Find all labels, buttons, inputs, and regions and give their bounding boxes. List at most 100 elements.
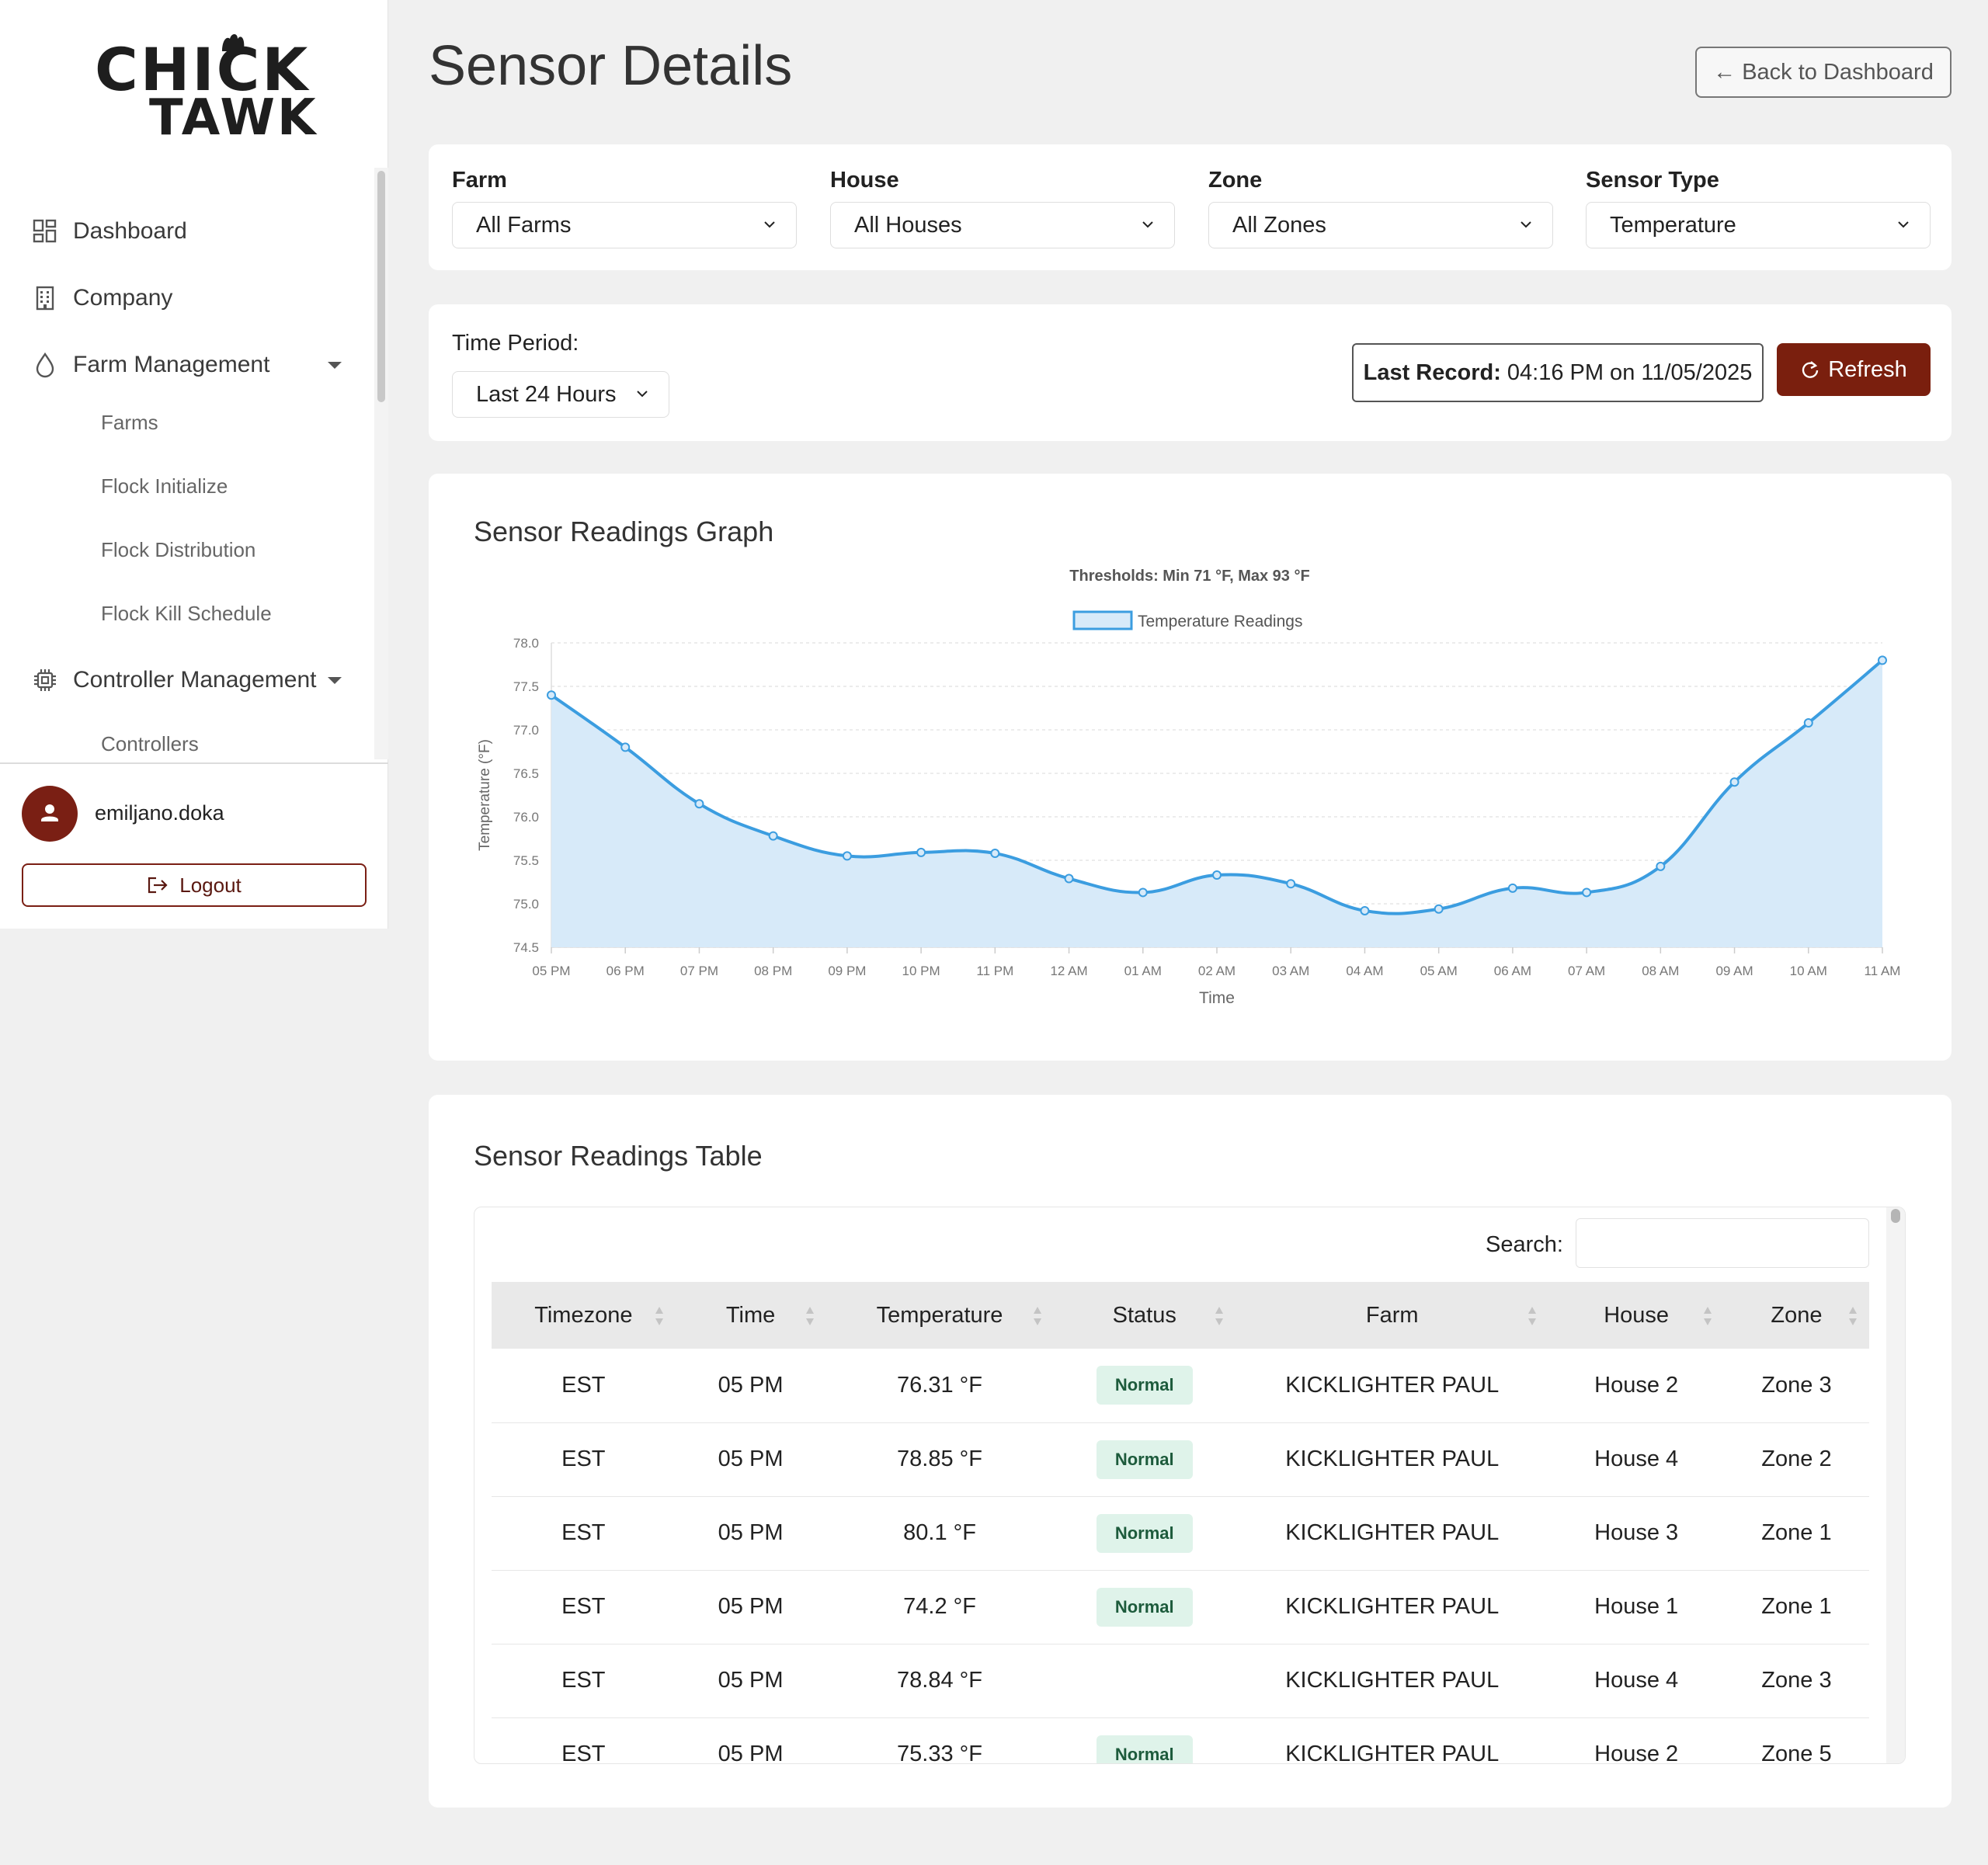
sensor-type-select[interactable]: Temperature <box>1586 202 1931 248</box>
search-label: Search: <box>1486 1232 1563 1257</box>
series-area-fill <box>551 660 1882 947</box>
column-header[interactable]: Farm <box>1236 1282 1548 1349</box>
last-record-label: Last Record: <box>1363 359 1501 385</box>
zone-select[interactable]: All Zones <box>1208 202 1553 248</box>
table-cell: House 4 <box>1594 1447 1679 1471</box>
table-cell: 75.33 °F <box>897 1742 982 1764</box>
table-cell: Normal <box>1054 1717 1236 1763</box>
farm-select-value: All Farms <box>476 212 572 238</box>
data-point <box>1803 718 1813 728</box>
x-tick-label: 03 AM <box>1272 964 1309 978</box>
sort-icon <box>805 1307 814 1325</box>
table-row[interactable]: EST 05 PM 75.33 °F Normal KICKLIGHTER PAUL Ho… <box>492 1717 1869 1764</box>
column-header[interactable]: House <box>1548 1282 1723 1349</box>
chevron-down-icon <box>1142 221 1153 228</box>
sensor-readings-chart[interactable]: Thresholds: Min 71 °F, Max 93 °F Temperat… <box>429 474 1952 1061</box>
table-row[interactable]: EST 05 PM 78.85 °F Normal KICKLIGHTER PAUL Ho… <box>492 1422 1869 1496</box>
table-cell: Zone 1 <box>1761 1520 1832 1545</box>
sidebar-item-label: Farm Management <box>73 352 270 377</box>
x-tick-label: 09 PM <box>828 964 866 978</box>
table-cell: 05 PM <box>718 1447 784 1471</box>
sidebar-scrollbar[interactable] <box>377 171 385 402</box>
data-point <box>1286 879 1296 889</box>
table-cell: EST <box>561 1742 606 1764</box>
logout-icon <box>148 877 168 894</box>
table-cell: Normal <box>1054 1422 1236 1496</box>
sidebar-item-dashboard[interactable]: Dashboard <box>31 208 349 255</box>
sensor-type-select-value: Temperature <box>1610 212 1736 238</box>
sidebar-subitem-farms[interactable]: Farms <box>101 410 158 434</box>
column-header-label: Zone <box>1771 1302 1823 1328</box>
x-tick-label: 06 PM <box>606 964 645 978</box>
table-cell: 05 PM <box>718 1742 784 1764</box>
time-period-card: Time Period: Last 24 Hours Last Record: … <box>429 304 1952 441</box>
legend-label: Temperature Readings <box>1138 613 1302 630</box>
sidebar-item-farm-management[interactable]: Farm Management <box>31 342 349 388</box>
status-badge: Normal <box>1096 1587 1193 1627</box>
data-point <box>1729 777 1740 787</box>
column-header[interactable]: Status <box>1054 1282 1236 1349</box>
table-cell: 05 PM <box>718 1668 784 1693</box>
sidebar-item-controller-management[interactable]: Controller Management <box>31 657 349 703</box>
status-badge: Normal <box>1096 1440 1193 1479</box>
chicktawk-logo[interactable]: CHICK TAWK <box>93 31 316 143</box>
data-point <box>990 849 1000 859</box>
x-tick-label: 06 AM <box>1494 964 1531 978</box>
back-to-dashboard-button[interactable]: ← Back to Dashboard <box>1695 47 1952 98</box>
table-row[interactable]: EST 05 PM 78.84 °F KICKLIGHTER PAUL House 4 Z… <box>492 1644 1869 1717</box>
sidebar-nav: Dashboard Company Farm Management <box>0 194 373 761</box>
y-tick-label: 77.0 <box>513 723 539 738</box>
time-period-select[interactable]: Last 24 Hours <box>452 371 669 418</box>
column-header[interactable]: Temperature <box>826 1282 1054 1349</box>
logo-line-1: CHICK <box>95 35 311 104</box>
x-tick-label: 07 PM <box>680 964 718 978</box>
sidebar-subitem-flock-distribution[interactable]: Flock Distribution <box>101 537 256 561</box>
data-point <box>620 742 631 752</box>
sensor-type-filter: Sensor Type Temperature <box>1586 168 1931 248</box>
sidebar-subitem-flock-kill-schedule[interactable]: Flock Kill Schedule <box>101 601 272 625</box>
x-tick-label: 08 AM <box>1642 964 1679 978</box>
page-title: Sensor Details <box>429 35 793 97</box>
table-row[interactable]: EST 05 PM 76.31 °F Normal KICKLIGHTER PAUL Ho… <box>492 1349 1869 1422</box>
data-point <box>1064 873 1074 884</box>
sidebar: CHICK TAWK Dashboard <box>0 0 388 929</box>
zone-filter-label: Zone <box>1208 168 1263 193</box>
y-tick-label: 75.5 <box>513 853 539 868</box>
table-cell: House 2 <box>1594 1372 1679 1398</box>
table-row[interactable]: EST 05 PM 74.2 °F Normal KICKLIGHTER PAUL Hou… <box>492 1570 1869 1644</box>
table-row[interactable]: EST 05 PM 80.1 °F Normal KICKLIGHTER PAUL Hou… <box>492 1496 1869 1570</box>
sort-icon <box>1703 1307 1712 1325</box>
y-tick-label: 76.0 <box>513 810 539 825</box>
table-cell: House 3 <box>1594 1520 1679 1545</box>
farm-select[interactable]: All Farms <box>452 202 797 248</box>
x-tick-label: 07 AM <box>1568 964 1605 978</box>
refresh-button[interactable]: Refresh <box>1777 343 1931 396</box>
table-scrollbar[interactable] <box>1891 1209 1900 1223</box>
sidebar-item-label: Company <box>73 285 173 311</box>
search-input[interactable] <box>1576 1218 1869 1268</box>
chevron-down-icon <box>637 391 648 398</box>
sidebar-subitem-flock-initialize[interactable]: Flock Initialize <box>101 474 228 498</box>
building-icon <box>36 286 54 311</box>
column-header[interactable]: Time <box>676 1282 826 1349</box>
column-header-label: Temperature <box>876 1302 1003 1328</box>
refresh-icon <box>1802 361 1819 378</box>
column-header[interactable]: Zone <box>1724 1282 1869 1349</box>
table-cell: Zone 2 <box>1761 1447 1832 1471</box>
filters-card: Farm All Farms House All Houses Zone All… <box>429 144 1952 270</box>
caret-down-icon <box>328 677 342 684</box>
logout-button[interactable]: Logout <box>22 863 367 907</box>
data-point <box>547 690 556 700</box>
column-header[interactable]: Timezone <box>492 1282 676 1349</box>
table-scroll-track[interactable] <box>1886 1207 1905 1763</box>
table-cell: KICKLIGHTER PAUL <box>1285 1668 1500 1693</box>
sensor-readings-table: Timezone Time Temperature Status Farm House Zo… <box>492 1282 1869 1764</box>
sidebar-item-company[interactable]: Company <box>31 275 349 321</box>
status-badge: Normal <box>1096 1513 1193 1553</box>
avatar[interactable] <box>22 786 78 842</box>
house-select[interactable]: All Houses <box>830 202 1175 248</box>
user-icon <box>41 804 58 821</box>
sidebar-subitem-controllers[interactable]: Controllers <box>101 731 199 755</box>
table-cell: 05 PM <box>718 1520 784 1545</box>
x-tick-label: 10 PM <box>902 964 940 978</box>
